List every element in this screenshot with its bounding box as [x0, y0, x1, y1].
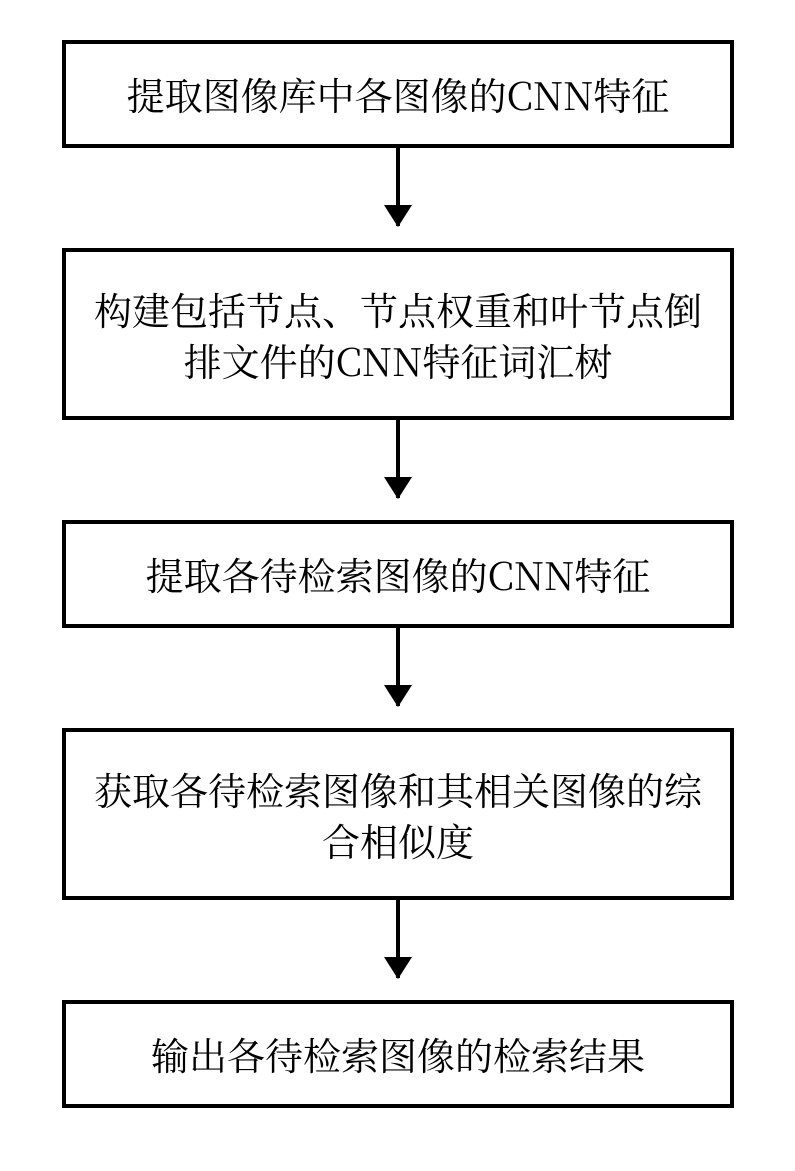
- node-label: 获取各待检索图像和其相关图像的综合相似度: [86, 763, 710, 866]
- node-label: 输出各待检索图像的检索结果: [151, 1028, 645, 1079]
- flowchart-arrow: [396, 420, 400, 498]
- flowchart-node: 提取图像库中各图像的CNN特征: [62, 40, 734, 148]
- flowchart-node: 获取各待检索图像和其相关图像的综合相似度: [62, 728, 734, 900]
- flowchart-node: 输出各待检索图像的检索结果: [62, 1000, 734, 1108]
- node-label: 构建包括节点、节点权重和叶节点倒排文件的CNN特征词汇树: [86, 283, 710, 386]
- flowchart-arrow: [396, 148, 400, 226]
- flowchart-arrow: [396, 628, 400, 706]
- flowchart-node: 构建包括节点、节点权重和叶节点倒排文件的CNN特征词汇树: [62, 248, 734, 420]
- flowchart-node: 提取各待检索图像的CNN特征: [62, 520, 734, 628]
- node-label: 提取各待检索图像的CNN特征: [146, 548, 651, 599]
- node-label: 提取图像库中各图像的CNN特征: [127, 68, 670, 119]
- flowchart-arrow: [396, 900, 400, 978]
- flowchart-canvas: 提取图像库中各图像的CNN特征 构建包括节点、节点权重和叶节点倒排文件的CNN特…: [0, 0, 795, 1171]
